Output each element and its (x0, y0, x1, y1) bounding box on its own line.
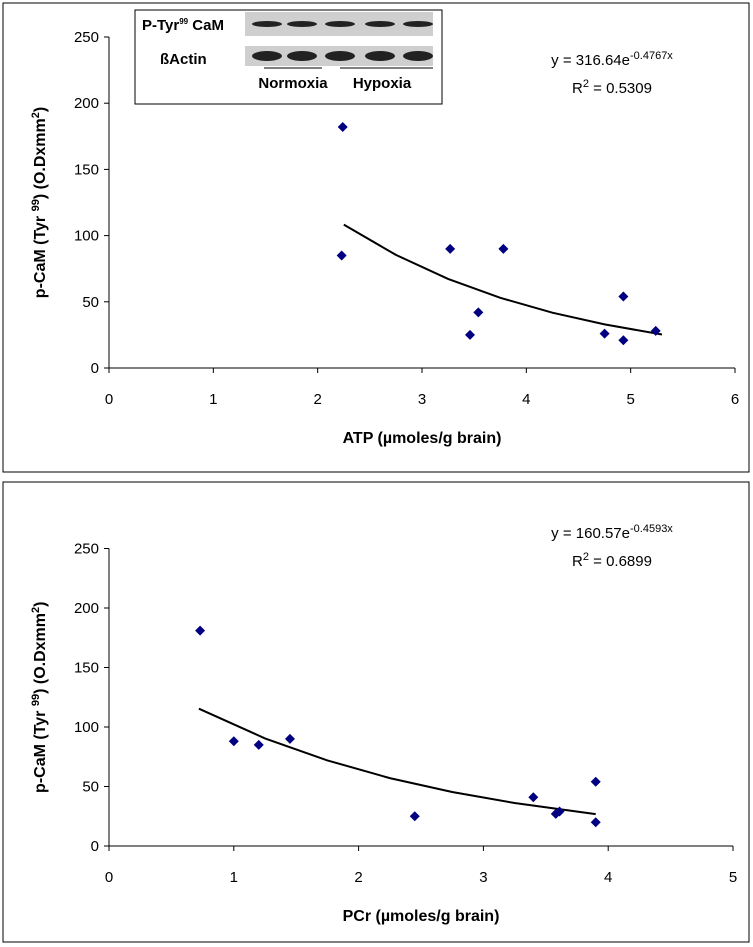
blot-band (403, 51, 433, 61)
x-tick-label: 5 (729, 869, 737, 886)
y-axis-title: p-CaM (Tyr 99) (O.Dxmm2) (30, 602, 49, 793)
y-axis-title-part: ) (O.Dxmm (32, 613, 49, 694)
y-axis-title-part: ) (32, 602, 49, 607)
blot-band (365, 21, 395, 27)
y-tick-label: 150 (74, 660, 99, 677)
y-tick-label: 0 (91, 838, 99, 855)
y-tick-label: 100 (74, 228, 99, 245)
data-point (337, 122, 348, 133)
x-tick-label: 4 (522, 391, 530, 408)
data-point (473, 307, 484, 318)
data-point (618, 335, 629, 346)
x-tick-label: 2 (313, 391, 321, 408)
r-squared-part: R (572, 553, 583, 570)
blot-row-label-part: 99 (179, 17, 188, 26)
blot-band (252, 21, 282, 27)
r-squared-part: = 0.6899 (589, 553, 652, 570)
r-squared: R2 = 0.6899 (572, 551, 652, 570)
data-point (228, 736, 239, 747)
trend-equation: y = 316.64e-0.4767x (551, 50, 673, 69)
y-axis-title-part: 2 (30, 607, 42, 613)
data-point (464, 329, 475, 340)
trend-equation-part: -0.4767x (630, 50, 673, 62)
group-label: Hypoxia (353, 75, 412, 92)
trend-equation-part: y = 316.64e (551, 52, 630, 69)
x-tick-label: 0 (105, 869, 113, 886)
blot-band (287, 51, 317, 61)
y-axis-title-part: p-CaM (Tyr (32, 211, 49, 298)
x-tick-label: 6 (731, 391, 739, 408)
blot-band (365, 51, 395, 61)
x-axis-title: PCr (µmoles/g brain) (343, 908, 500, 925)
y-tick-label: 250 (74, 29, 99, 46)
data-point (253, 739, 264, 750)
y-axis-title-part: 2 (30, 112, 42, 118)
trendline (198, 707, 596, 816)
x-axis-title: ATP (µmoles/g brain) (343, 430, 502, 447)
data-point (195, 625, 206, 636)
blot-band (403, 21, 433, 27)
x-tick-label: 2 (354, 869, 362, 886)
x-tick-label: 3 (418, 391, 426, 408)
y-axis-title-part: p-CaM (Tyr (32, 706, 49, 793)
blot-row-label: P-Tyr99 CaM (142, 17, 224, 34)
y-axis-title-part: ) (O.Dxmm (32, 118, 49, 199)
data-point (445, 243, 456, 254)
y-axis-title: p-CaM (Tyr 99) (O.Dxmm2) (30, 107, 49, 298)
trend-equation: y = 160.57e-0.4593x (551, 523, 673, 542)
x-tick-label: 3 (479, 869, 487, 886)
y-tick-label: 100 (74, 719, 99, 736)
data-point (284, 733, 295, 744)
x-tick-label: 1 (230, 869, 238, 886)
x-tick-label: 0 (105, 391, 113, 408)
x-tick-label: 4 (604, 869, 612, 886)
y-tick-label: 50 (82, 779, 99, 796)
blot-band (325, 51, 355, 61)
data-point (590, 817, 601, 828)
blot-row-label-part: P-Tyr (142, 17, 179, 34)
group-label: Normoxia (258, 75, 328, 92)
y-axis-title-part: 99 (30, 199, 42, 211)
y-axis-title-part: 99 (30, 694, 42, 706)
y-tick-label: 200 (74, 95, 99, 112)
r-squared-part: 2 (583, 551, 589, 563)
data-point (498, 243, 509, 254)
data-point (650, 325, 661, 336)
r-squared-part: = 0.5309 (589, 80, 652, 97)
blot-row-label-part: ßActin (160, 51, 207, 68)
blot-row-label: ßActin (160, 51, 207, 68)
y-tick-label: 250 (74, 541, 99, 558)
data-point (618, 291, 629, 302)
y-axis-title-part: ) (32, 107, 49, 112)
trend-equation-part: y = 160.57e (551, 525, 630, 542)
data-point (409, 811, 420, 822)
y-tick-label: 0 (91, 360, 99, 377)
r-squared-part: 2 (583, 78, 589, 90)
trendline (343, 223, 663, 336)
r-squared-part: R (572, 80, 583, 97)
r-squared: R2 = 0.5309 (572, 78, 652, 97)
x-tick-label: 1 (209, 391, 217, 408)
x-tick-label: 5 (626, 391, 634, 408)
blot-band (287, 21, 317, 27)
y-tick-label: 150 (74, 161, 99, 178)
chart-frame (2, 481, 750, 943)
blot-row-label-part: CaM (188, 17, 224, 34)
y-tick-label: 200 (74, 600, 99, 617)
data-point (599, 328, 610, 339)
data-point (336, 250, 347, 261)
data-point (554, 806, 565, 817)
data-point (590, 776, 601, 787)
trend-equation-part: -0.4593x (630, 523, 673, 535)
y-tick-label: 50 (82, 294, 99, 311)
blot-band (252, 51, 282, 61)
blot-band (325, 21, 355, 27)
data-point (528, 792, 539, 803)
